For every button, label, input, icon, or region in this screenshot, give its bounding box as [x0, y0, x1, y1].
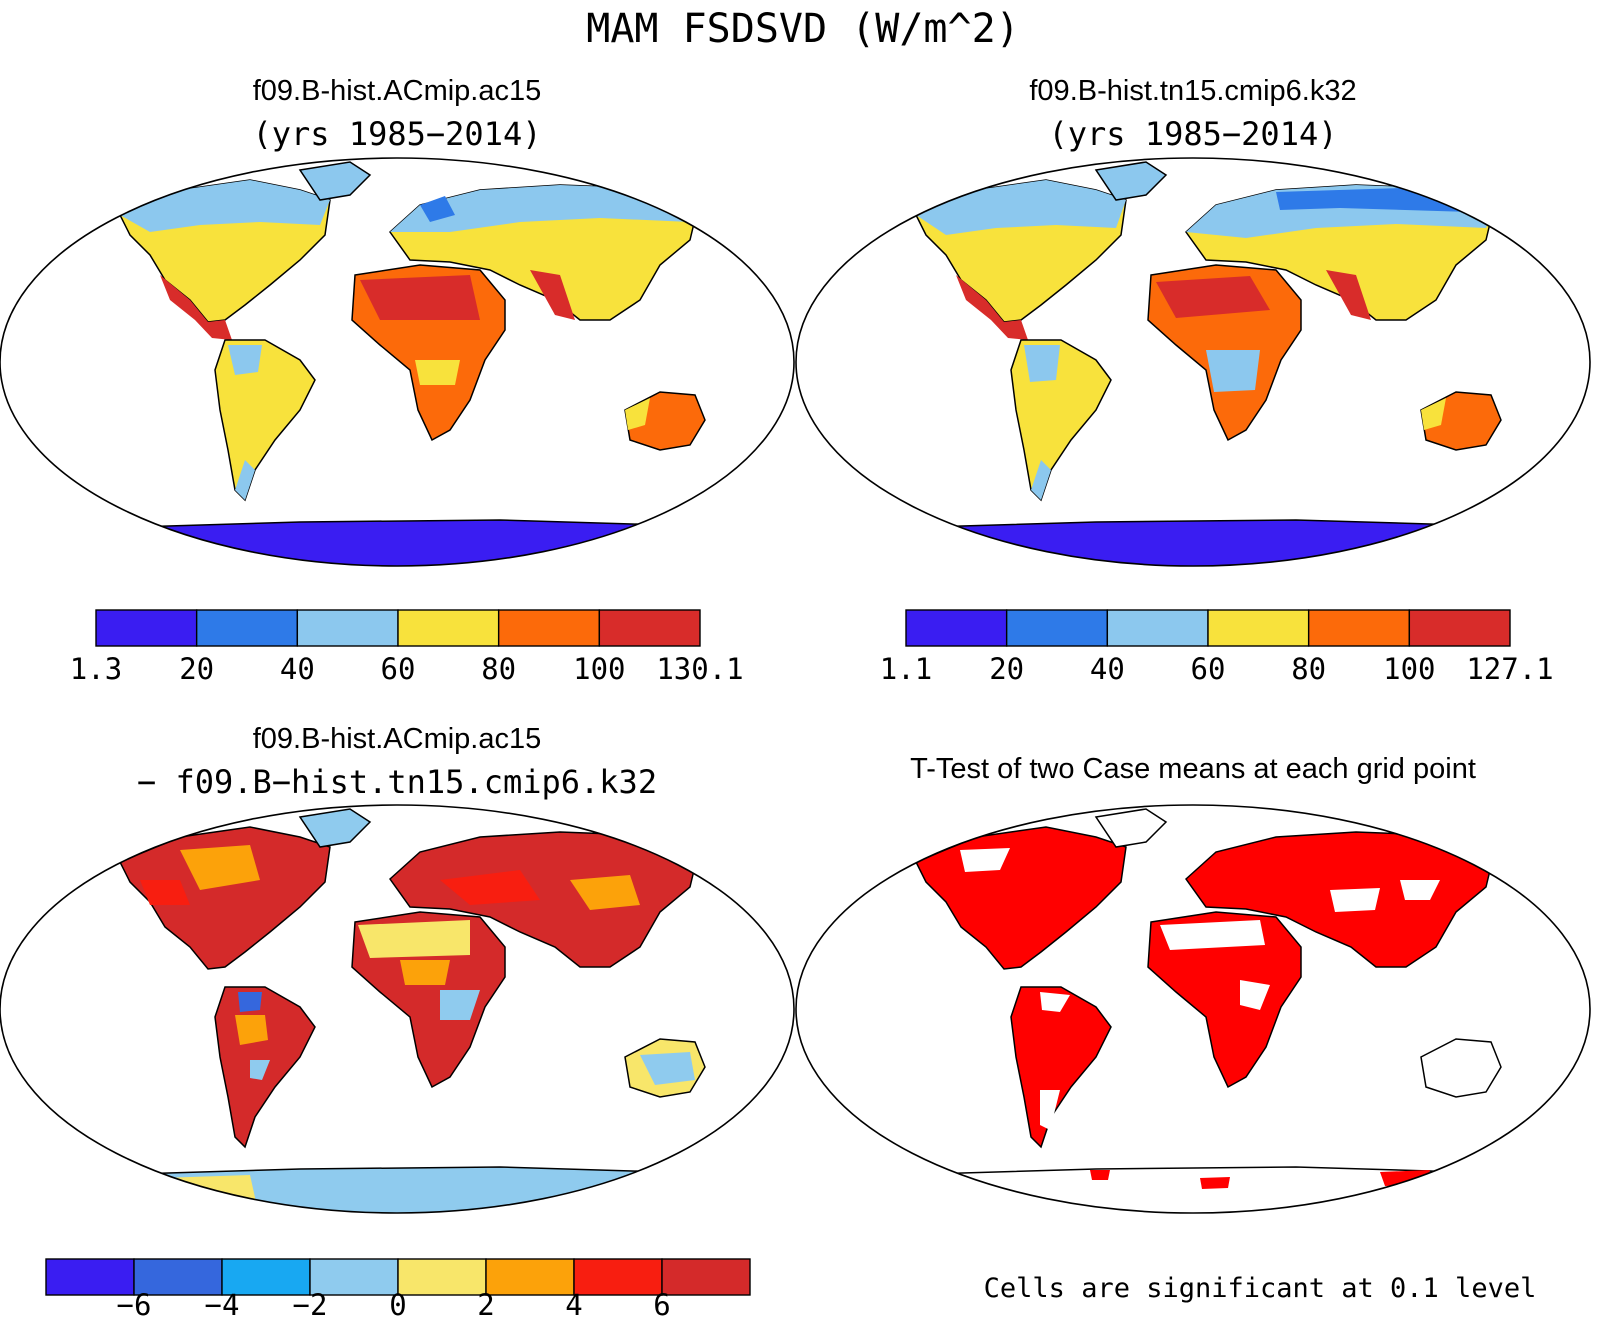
panel-case2-mean: f09.B-hist.tn15.cmip6.k32 (yrs 1985−2014… [795, 75, 1591, 686]
colorbar: −6 −4 −2 0 2 4 6 [45, 1258, 751, 1322]
colorbar-swatch [598, 609, 701, 647]
colorbar-swatch [661, 1258, 751, 1296]
colorbar-tick-label: 100 [573, 652, 625, 686]
colorbar-swatch [296, 609, 399, 647]
significance-footnote: Cells are significant at 0.1 level [984, 1273, 1537, 1304]
colorbar-swatch [485, 1258, 575, 1296]
colorbar-tick-label: 60 [381, 652, 416, 686]
colorbar-swatch [45, 1258, 135, 1296]
panel-ttest: T-Test of two Case means at each grid po… [795, 753, 1591, 1304]
africa [1147, 911, 1302, 1089]
colorbar-swatch [497, 609, 601, 647]
colorbar: 1.3 20 40 60 80 100 130.1 [70, 609, 744, 686]
australia [1420, 1038, 1502, 1098]
colorbar-swatch [905, 609, 1008, 647]
colorbar-swatch [397, 609, 500, 647]
greenland [298, 161, 372, 201]
world-map [796, 158, 1590, 566]
panel-title: f09.B-hist.ACmip.ac15 [253, 75, 542, 107]
colorbar-swatch [221, 1258, 311, 1296]
colorbar-tick-label: 1.3 [70, 652, 122, 686]
map-boundary [795, 804, 1591, 1214]
panel-subtitle: (yrs 1985−2014) [253, 115, 542, 153]
colorbar-tick-label: 40 [280, 652, 315, 686]
map-boundary [0, 157, 795, 567]
panel-subtitle: − f09.B−hist.tn15.cmip6.k32 [137, 763, 657, 801]
colorbar-swatch [1005, 609, 1109, 647]
colorbar-swatch [573, 1258, 663, 1296]
colorbar-tick-label: 0 [389, 1288, 406, 1322]
greenland [1094, 161, 1168, 201]
panel-case1-mean: f09.B-hist.ACmip.ac15 (yrs 1985−2014) [0, 75, 795, 686]
map-boundary [0, 804, 795, 1214]
colorbar-tick-label: 100 [1383, 652, 1435, 686]
colorbar-tick-label: 2 [477, 1288, 494, 1322]
colorbar-swatch [397, 1258, 487, 1296]
colorbar-tick-label: 127.1 [1466, 652, 1553, 686]
map-boundary [795, 157, 1591, 567]
colorbar-tick-label: −4 [205, 1288, 240, 1322]
colorbar-swatch [195, 609, 299, 647]
north-america [118, 826, 331, 970]
colorbar-tick-label: 4 [565, 1288, 582, 1322]
panel-title: f09.B-hist.tn15.cmip6.k32 [1029, 75, 1356, 107]
antarctica [874, 519, 1518, 566]
colorbar-tick-label: 60 [1191, 652, 1226, 686]
colorbar-tick-label: 80 [481, 652, 516, 686]
colorbar-swatch [133, 1258, 223, 1296]
antarctica [78, 519, 722, 566]
greenland [1094, 808, 1168, 848]
colorbar-tick-label: 1.1 [880, 652, 932, 686]
colorbar-swatch [1106, 609, 1209, 647]
colorbar-swatch [1307, 609, 1411, 647]
colorbar-tick-label: −2 [293, 1288, 328, 1322]
colorbar-tick-label: 130.1 [656, 652, 743, 686]
colorbar: 1.1 20 40 60 80 100 127.1 [880, 609, 1554, 686]
colorbar-swatch [1408, 609, 1511, 647]
colorbar-swatch [1207, 609, 1310, 647]
world-map [796, 805, 1590, 1213]
panel-title: T-Test of two Case means at each grid po… [910, 753, 1476, 785]
colorbar-swatch [95, 609, 198, 647]
greenland [298, 808, 372, 848]
antarctica [78, 1166, 722, 1213]
eurasia [389, 831, 701, 968]
colorbar-tick-label: −6 [117, 1288, 152, 1322]
panel-subtitle: (yrs 1985−2014) [1049, 115, 1338, 153]
colorbar-swatch [309, 1258, 399, 1296]
panel-title: f09.B-hist.ACmip.ac15 [253, 723, 542, 755]
world-map [0, 158, 794, 566]
colorbar-tick-label: 20 [989, 652, 1024, 686]
colorbar-tick-label: 6 [653, 1288, 670, 1322]
panel-difference: f09.B-hist.ACmip.ac15 − f09.B−hist.tn15.… [0, 723, 795, 1322]
colorbar-tick-label: 80 [1291, 652, 1326, 686]
colorbar-tick-label: 20 [179, 652, 214, 686]
figure-title: MAM FSDSVD (W/m^2) [586, 6, 1019, 52]
colorbar-tick-label: 40 [1090, 652, 1125, 686]
